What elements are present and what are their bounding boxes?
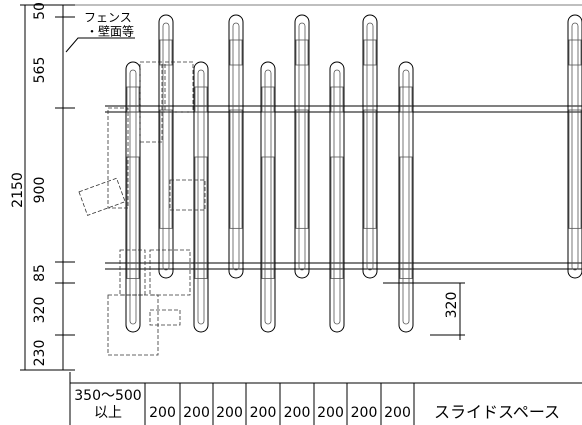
first-space: 以上: [94, 405, 122, 421]
bike-wheel-inner: [402, 69, 410, 325]
dim: 900: [32, 177, 48, 204]
bike-basket: [363, 39, 377, 66]
dim: 50: [32, 2, 48, 20]
tilted-bike: [78, 61, 206, 356]
pitch: 200: [284, 405, 311, 421]
bike-basket: [126, 86, 140, 113]
bike-frame: [295, 109, 309, 229]
first-space: 350～500: [74, 388, 141, 404]
bike-wheel: [567, 14, 582, 279]
bike-basket: [568, 39, 582, 66]
bike-wheel: [193, 61, 209, 333]
bike-frame: [194, 156, 208, 279]
dim: 230: [32, 340, 48, 367]
pitch: 200: [250, 405, 277, 421]
bike-frame: [399, 156, 413, 279]
bike-wheel-inner: [333, 69, 341, 325]
bike-frame: [330, 156, 344, 279]
dim: 85: [32, 264, 48, 282]
fence-note: フェンス: [84, 11, 132, 25]
overall-dim: 2150: [10, 172, 26, 208]
bike-wheel-inner: [197, 69, 205, 325]
labels: 2150 50 565 900 85 320 230 320 フェンス ・壁面等…: [10, 2, 560, 421]
bike-wheel-inner: [298, 22, 306, 271]
bike-frame: [126, 156, 140, 279]
bike-wheel-inner: [232, 22, 240, 271]
bike-wheel-inner: [264, 69, 272, 325]
bike-basket: [159, 39, 173, 66]
pitch: 200: [149, 405, 176, 421]
pitch: 200: [216, 405, 243, 421]
bike-wheel: [125, 61, 141, 333]
bike-frame: [159, 109, 173, 229]
bike-frame: [261, 156, 275, 279]
dim: 565: [32, 57, 48, 84]
dim: 320: [32, 297, 48, 324]
bike-basket: [295, 39, 309, 66]
dimension-lines: [20, 4, 582, 425]
pitch: 200: [317, 405, 344, 421]
bike-frame: [363, 109, 377, 229]
bike-basket: [229, 39, 243, 66]
bike-basket: [330, 86, 344, 113]
dim: 320: [444, 292, 460, 319]
bike-wheel-inner: [162, 22, 170, 271]
bike-wheel: [329, 61, 345, 333]
bike-wheel: [294, 14, 310, 279]
bike-wheel-inner: [366, 22, 374, 271]
bike-wheel: [362, 14, 378, 279]
bicycles: [125, 14, 582, 333]
bike-frame: [568, 109, 582, 229]
bike-wheel: [228, 14, 244, 279]
bike-wheel: [398, 61, 414, 333]
bike-basket: [399, 86, 413, 113]
bike-wheel-inner: [129, 69, 137, 325]
bike-wheel: [158, 14, 174, 279]
bike-wheel: [260, 61, 276, 333]
bike-basket: [194, 86, 208, 113]
slide-space: スライドスペース: [434, 403, 560, 422]
bike-wheel-inner: [571, 22, 579, 271]
pitch: 200: [384, 405, 411, 421]
fence-note: ・壁面等: [86, 24, 134, 39]
pitch: 200: [351, 405, 378, 421]
pitch: 200: [183, 405, 210, 421]
bike-basket: [261, 86, 275, 113]
bike-frame: [229, 109, 243, 229]
